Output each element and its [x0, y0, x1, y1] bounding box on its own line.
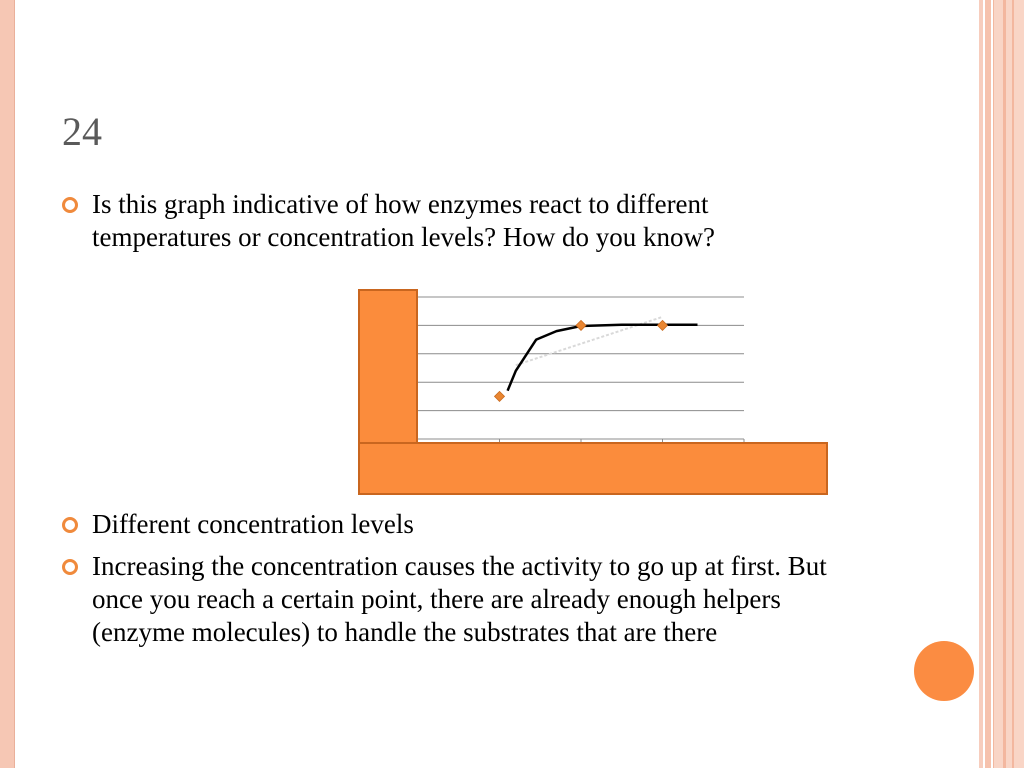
right-border-stripe	[993, 0, 1024, 768]
bullet-answer: Different concentration levels	[62, 508, 852, 541]
trendline	[515, 315, 663, 367]
right-border-stripe	[1003, 0, 1006, 768]
right-border-stripe	[979, 0, 983, 768]
bullet-circle-icon	[62, 559, 78, 575]
right-border-stripe	[985, 0, 991, 768]
bullet-question: Is this graph indicative of how enzymes …	[62, 188, 852, 254]
bullet-circle-icon	[62, 197, 78, 213]
data-point	[493, 390, 506, 402]
slide-title: 24	[62, 109, 102, 154]
bullet-explanation: Increasing the concentration causes the …	[62, 550, 852, 649]
decorative-circle	[914, 641, 974, 701]
activity-curve	[506, 323, 698, 392]
bullet-text: Increasing the concentration causes the …	[92, 551, 827, 647]
data-point	[656, 319, 669, 331]
bullet-text: Different concentration levels	[92, 509, 414, 539]
bullet-text: Is this graph indicative of how enzymes …	[92, 189, 716, 252]
bullet-circle-icon	[62, 517, 78, 533]
right-border-stripe	[1012, 0, 1014, 768]
y-axis-cover-block	[358, 289, 418, 453]
x-axis-cover-block	[358, 442, 828, 495]
data-point	[575, 319, 587, 331]
left-border-decoration	[0, 0, 15, 768]
